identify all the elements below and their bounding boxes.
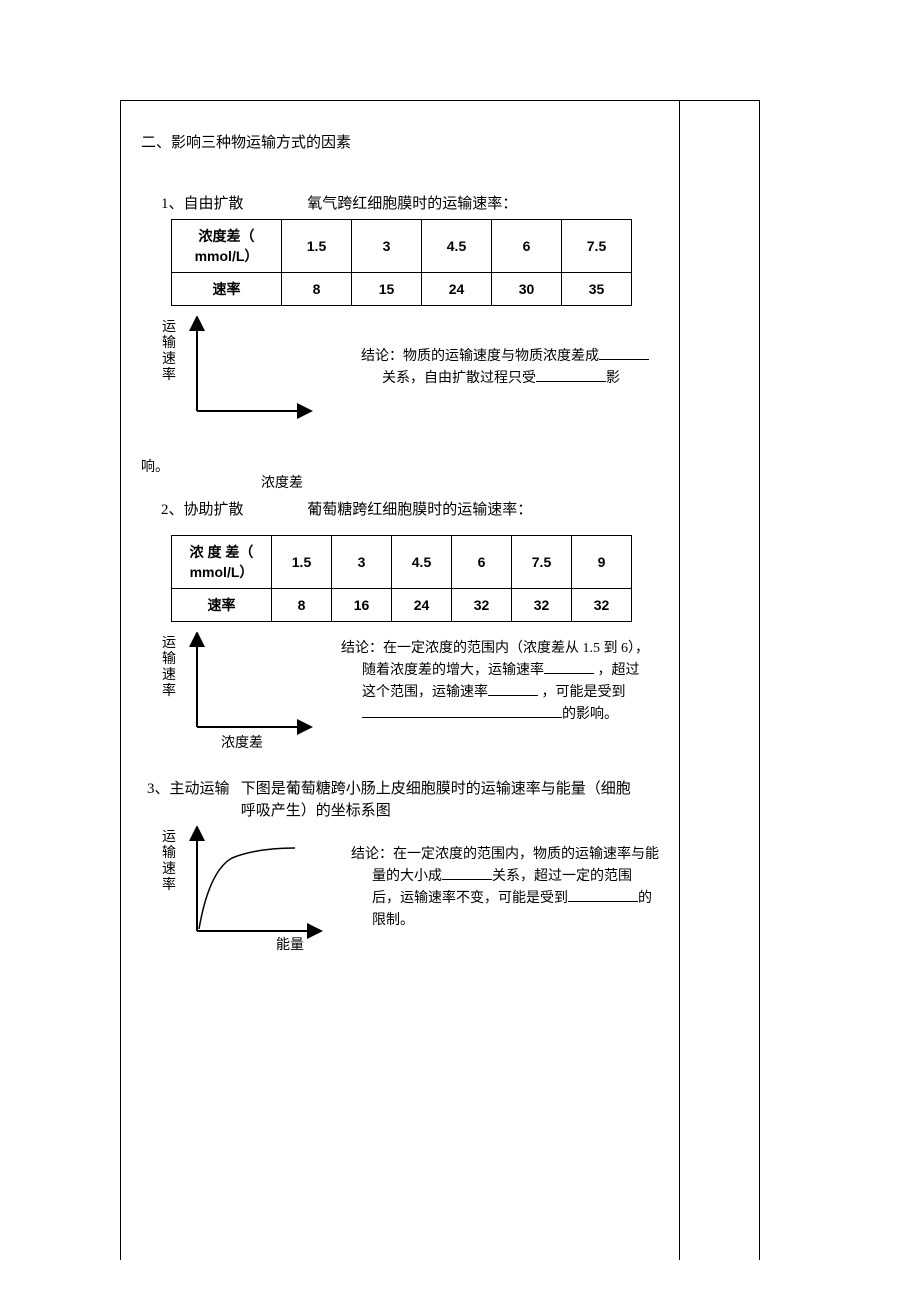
chart-2-ylabel: 运输速率: [161, 636, 177, 700]
conclusion-2: 结论：在一定浓度的范围内（浓度差从 1.5 到 6）， 随着浓度差的增大，运输速…: [341, 638, 691, 726]
axis-icon: [177, 632, 317, 742]
chart-2-xlabel: 浓度差: [221, 732, 263, 752]
table-cell: 8: [272, 589, 332, 622]
table-header: 浓度差（ mmol/L）: [172, 220, 282, 273]
table-header: 4.5: [392, 536, 452, 589]
axis-curve-icon: [177, 826, 327, 946]
table-row: 速率 8 16 24 32 32 32: [172, 589, 632, 622]
blank[interactable]: [362, 704, 562, 718]
table-header: 7.5: [512, 536, 572, 589]
item-3-header: 3、主动运输 下图是葡萄糖跨小肠上皮细胞膜时的运输速率与能量（细胞呼吸产生）的坐…: [147, 778, 659, 822]
item-1-label: 1、自由扩散: [161, 192, 244, 213]
table-1: 浓度差（ mmol/L） 1.5 3 4.5 6 7.5 速率 8 15 24 …: [171, 219, 632, 306]
table-header: 6: [492, 220, 562, 273]
blank[interactable]: [536, 368, 606, 382]
blank[interactable]: [488, 682, 538, 696]
table-header: 1.5: [272, 536, 332, 589]
chart-3-xlabel: 能量: [276, 934, 304, 954]
table-cell: 32: [512, 589, 572, 622]
item-2-label: 2、协助扩散: [161, 498, 244, 519]
table-header: 6: [452, 536, 512, 589]
table-cell: 15: [352, 273, 422, 306]
chart-3: 运输速率 能量 结论：在一定浓度的范围内，物质的运输速率与能 量的大小成关系，超…: [161, 826, 659, 976]
side-frame: [680, 100, 760, 1260]
table-header: 7.5: [562, 220, 632, 273]
table-cell: 24: [392, 589, 452, 622]
table-cell: 32: [572, 589, 632, 622]
table-header: 浓 度 差（ mmol/L）: [172, 536, 272, 589]
table-cell: 16: [332, 589, 392, 622]
table-cell: 8: [282, 273, 352, 306]
blank[interactable]: [544, 660, 594, 674]
page-frame: 二、影响三种物运输方式的因素 1、自由扩散 氧气跨红细胞膜时的运输速率： 浓度差…: [120, 100, 680, 1260]
table-cell: 32: [452, 589, 512, 622]
chart-3-ylabel: 运输速率: [161, 830, 177, 894]
table-header: 3: [352, 220, 422, 273]
blank[interactable]: [599, 346, 649, 360]
table-cell: 速率: [172, 273, 282, 306]
item-3-label: 3、主动运输: [147, 778, 237, 800]
table-cell: 35: [562, 273, 632, 306]
blank[interactable]: [442, 866, 492, 880]
table-row: 速率 8 15 24 30 35: [172, 273, 632, 306]
table-header: 9: [572, 536, 632, 589]
conclusion-3: 结论：在一定浓度的范围内，物质的运输速率与能 量的大小成关系，超过一定的范围 后…: [351, 844, 691, 932]
table-cell: 24: [422, 273, 492, 306]
table-header: 4.5: [422, 220, 492, 273]
item-1-desc: 氧气跨红细胞膜时的运输速率：: [307, 192, 517, 213]
table-header: 1.5: [282, 220, 352, 273]
item-3-desc: 下图是葡萄糖跨小肠上皮细胞膜时的运输速率与能量（细胞呼吸产生）的坐标系图: [241, 778, 641, 822]
item-1-header: 1、自由扩散 氧气跨红细胞膜时的运输速率：: [161, 192, 659, 213]
section-title: 二、影响三种物运输方式的因素: [141, 131, 659, 152]
item-2-desc: 葡萄糖跨红细胞膜时的运输速率：: [307, 498, 532, 519]
table-cell: 速率: [172, 589, 272, 622]
table-row: 浓度差（ mmol/L） 1.5 3 4.5 6 7.5: [172, 220, 632, 273]
conclusion-1: 结论：物质的运输速度与物质浓度差成 关系，自由扩散过程只受影: [361, 346, 681, 390]
item-2-header: 2、协助扩散 葡萄糖跨红细胞膜时的运输速率：: [161, 498, 659, 519]
chart-1: 运输速率 结论：物质的运输速度与物质浓度差成 关系，自由扩散过程只受影: [161, 316, 659, 456]
table-row: 浓 度 差（ mmol/L） 1.5 3 4.5 6 7.5 9: [172, 536, 632, 589]
table-cell: 30: [492, 273, 562, 306]
chart-2: 运输速率 浓度差 结论：在一定浓度的范围内（浓度差从 1.5 到 6）， 随着浓…: [161, 632, 659, 762]
axis-icon: [177, 316, 317, 426]
blank[interactable]: [568, 888, 638, 902]
chart-1-xlabel: 浓度差: [261, 472, 659, 492]
table-header: 3: [332, 536, 392, 589]
chart-1-ylabel: 运输速率: [161, 320, 177, 384]
table-2: 浓 度 差（ mmol/L） 1.5 3 4.5 6 7.5 9 速率 8 16…: [171, 535, 632, 622]
